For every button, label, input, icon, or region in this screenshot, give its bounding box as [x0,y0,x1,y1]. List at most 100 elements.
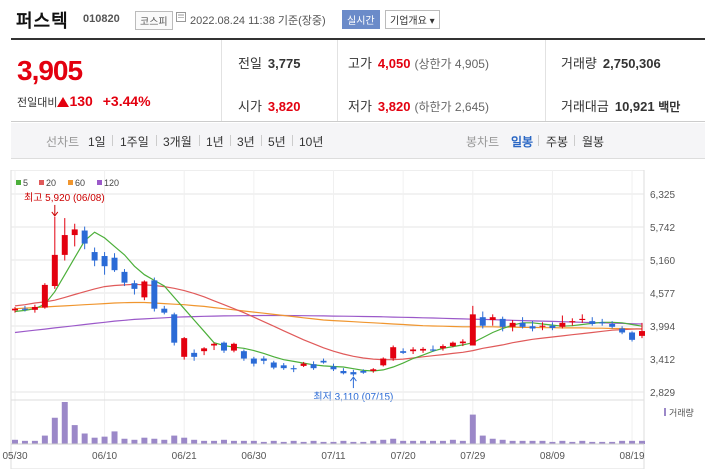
volume-bar [579,440,586,444]
candle-body [489,317,496,321]
divider [337,40,338,121]
volume-bar [549,441,556,444]
candle-chart-label: 봉차트 [466,135,500,149]
change-value: 130 [69,93,93,109]
candle-body [211,343,218,346]
candle-body [81,230,88,244]
candle-body [91,252,98,261]
y-tick-label: 6,325 [650,190,675,201]
volume-bar [290,440,297,444]
ma120-line [14,314,643,334]
candle-weekly[interactable]: 주봉 [546,135,569,149]
upper-limit: (상한가 4,905) [414,57,489,71]
candle-body [390,347,397,359]
max-price-label: 최고 5,920 (06/08) [24,192,105,204]
volume-bar [499,439,506,444]
volume-bar [400,440,407,444]
prev-close: 전일 3,775 [238,53,300,72]
volume-bar [131,439,138,444]
low-price: 저가 3,820 (하한가 2,645) [348,96,489,115]
period-3y[interactable]: 3년 [237,135,255,149]
legend-label: 60 [75,178,85,188]
ma20-line [14,283,643,361]
ma60-line [14,301,643,330]
volume-bar [201,440,208,444]
volume-bar [420,440,427,444]
open-price: 시가 3,820 [238,96,300,115]
quote-datetime: 2022.08.24 11:38 기준(장중) [190,15,326,27]
candle-monthly[interactable]: 월봉 [582,135,605,149]
divider [112,135,113,146]
volume-bar [101,436,108,444]
candle-body [330,366,337,370]
y-tick-label: 2,829 [650,388,675,399]
period-3m[interactable]: 3개월 [163,135,192,149]
volume-bar [280,441,287,444]
volume-bar [629,440,636,444]
candle-daily[interactable]: 일봉 [511,135,534,149]
volume-bar [250,440,257,444]
volume-bar [469,414,476,444]
high-price: 고가 4,050 (상한가 4,905) [348,53,489,72]
change-percent: +3.44% [102,93,151,109]
volume-bar [639,440,645,444]
realtime-button[interactable]: 실시간 [342,10,380,29]
candle-body [61,235,68,255]
candle-body [609,323,616,327]
candle-body [639,331,645,336]
period-bar [11,123,705,159]
volume-value: 2,750,306 [602,56,661,71]
period-1w[interactable]: 1주일 [120,135,149,149]
high-value: 4,050 [377,56,411,71]
amount-unit: 백만 [658,100,681,114]
candle-body [300,363,307,366]
period-5y[interactable]: 5년 [268,135,286,149]
x-tick-label: 06/10 [92,451,117,462]
x-tick-label: 08/09 [540,451,565,462]
open-value: 3,820 [267,99,301,114]
x-tick-label: 07/20 [391,451,416,462]
divider [199,135,200,146]
change-label: 전일대비 [17,97,58,109]
quote-summary [11,38,705,122]
candle-body [12,308,18,311]
min-price-label: 최저 3,110 (07/15) [313,391,393,403]
candle-body [151,280,158,309]
candle-body [469,314,476,346]
candle-body [340,370,347,374]
candle-body [519,322,526,327]
period-1y[interactable]: 1년 [206,135,224,149]
period-10y[interactable]: 10년 [299,135,324,149]
max-arrow-head [51,211,59,217]
candle-body [21,308,28,310]
candle-body [111,257,118,271]
divider [230,135,231,146]
divider [574,135,575,146]
y-tick-label: 3,412 [650,355,675,366]
chart-frame [10,170,645,469]
candle-body [380,358,387,366]
x-tick-label: 07/11 [321,451,346,462]
candle-body [539,325,546,327]
volume-bar [539,440,546,444]
candle-body [290,368,297,370]
x-tick-label: 07/29 [460,451,485,462]
volume-bar [91,437,98,444]
company-overview-button[interactable]: 기업개요 ▾ [385,10,440,29]
candle-body [320,360,327,363]
candle-body [31,306,38,310]
candle-body [101,256,108,267]
volume-bar [191,439,198,444]
candle-body [430,349,436,351]
volume-bar [519,440,526,444]
candle-body [509,322,516,327]
volume-bar [300,441,307,444]
candle-body [420,348,427,351]
x-tick-label: 06/21 [172,451,197,462]
candlestick-chart[interactable]: 6,325 5,742 5,160 4,577 3,994 3,412 2,829 05/30… [0,170,706,469]
volume-bar [260,441,267,444]
candle-body [360,370,367,373]
y-tick-label: 5,160 [650,256,675,267]
period-1d[interactable]: 1일 [88,135,106,149]
open-label: 시가 [238,99,262,114]
